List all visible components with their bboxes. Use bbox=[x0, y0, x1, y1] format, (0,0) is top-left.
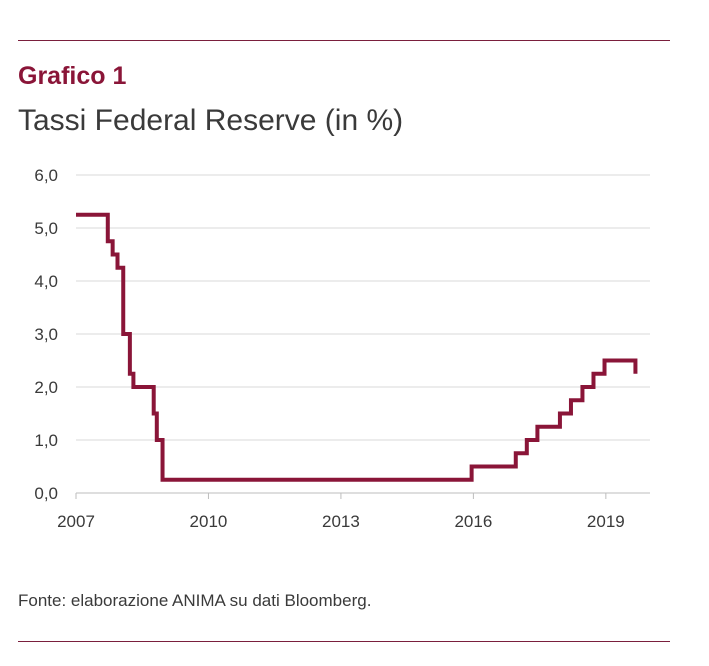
x-tick-label: 2007 bbox=[57, 512, 95, 531]
y-tick-label: 5,0 bbox=[34, 219, 58, 238]
figure-label: Grafico 1 bbox=[18, 62, 127, 90]
y-tick-label: 3,0 bbox=[34, 325, 58, 344]
source-note: Fonte: elaborazione ANIMA su dati Bloomb… bbox=[18, 591, 372, 610]
y-tick-label: 6,0 bbox=[34, 166, 58, 185]
top-rule bbox=[18, 40, 670, 41]
y-tick-label: 1,0 bbox=[34, 431, 58, 450]
chart-title: Tassi Federal Reserve (in %) bbox=[18, 104, 404, 137]
x-axis-ticks: 2007 2010 2013 2016 2019 bbox=[57, 493, 625, 531]
y-tick-label: 0,0 bbox=[34, 484, 58, 503]
y-axis-ticks: 0,0 1,0 2,0 3,0 4,0 5,0 6,0 bbox=[34, 166, 58, 503]
x-tick-label: 2013 bbox=[322, 512, 360, 531]
y-tick-label: 2,0 bbox=[34, 378, 58, 397]
fed-rate-line bbox=[76, 212, 638, 482]
x-tick-label: 2016 bbox=[454, 512, 492, 531]
x-tick-label: 2019 bbox=[587, 512, 625, 531]
x-tick-label: 2010 bbox=[190, 512, 228, 531]
bottom-rule bbox=[18, 641, 670, 642]
y-tick-label: 4,0 bbox=[34, 272, 58, 291]
gridlines bbox=[76, 174, 650, 441]
